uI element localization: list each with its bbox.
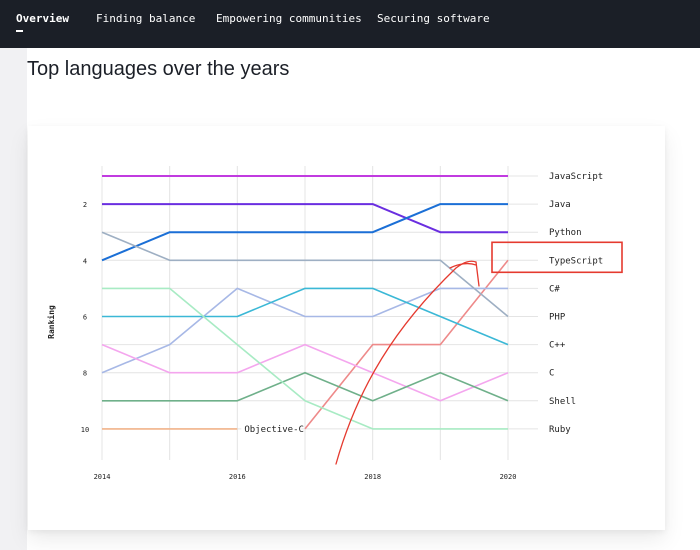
chart-lines	[101, 175, 509, 430]
highlight-box	[491, 241, 623, 274]
series-label-shell: Shell	[549, 397, 576, 407]
y-tick-label-4: 4	[83, 257, 87, 265]
annotation-objective-c: Objective-C	[244, 425, 304, 435]
series-label-c-: C++	[549, 341, 566, 351]
series-label-c: C	[549, 369, 554, 379]
y-tick-label-8: 8	[83, 370, 87, 378]
chart-grid	[101, 166, 538, 460]
nav-tab-overview[interactable]: Overview	[16, 12, 69, 25]
nav-active-indicator	[16, 30, 23, 32]
series-line-ruby	[102, 287, 508, 430]
series-label-javascript: JavaScript	[549, 172, 603, 182]
series-line-php	[101, 231, 509, 318]
y-tick-label-10: 10	[81, 426, 89, 434]
series-line-c-	[102, 287, 509, 346]
series-line-c	[101, 343, 509, 402]
highlight-arrow	[335, 260, 477, 465]
top-navigation: Overview Finding balance Empowering comm…	[0, 0, 700, 48]
series-label-c-: C#	[549, 284, 560, 294]
series-label-typescript: TypeScript	[549, 256, 603, 266]
chart-annotations: Objective-C	[241, 241, 623, 465]
series-label-ruby: Ruby	[549, 425, 571, 435]
x-tick-label-2020: 2020	[500, 473, 517, 481]
x-tick-label-2018: 2018	[364, 473, 381, 481]
nav-tab-empowering-communities[interactable]: Empowering communities	[216, 12, 362, 25]
series-line-shell	[102, 371, 509, 402]
ranking-line-chart: Ranking 2 4 6 8 10 2014 2016 2018 2020 JavaScript P…	[46, 166, 623, 481]
highlight-arrow-head	[449, 261, 480, 287]
series-label-python: Python	[549, 228, 582, 238]
nav-tab-securing-software[interactable]: Securing software	[377, 12, 490, 25]
chart-labels: Ranking 2 4 6 8 10 2014 2016 2018 2020 JavaScript P…	[46, 172, 603, 481]
page-title: Top languages over the years	[27, 58, 290, 80]
x-tick-label-2016: 2016	[229, 473, 246, 481]
series-line-python	[102, 203, 508, 234]
series-label-php: PHP	[549, 313, 566, 323]
chart-card: Ranking 2 4 6 8 10 2014 2016 2018 2020 JavaScript P…	[28, 126, 665, 530]
series-line-java	[101, 203, 508, 262]
y-axis-title: Ranking	[46, 305, 56, 339]
nav-tab-finding-balance[interactable]: Finding balance	[96, 12, 196, 25]
y-tick-label-6: 6	[83, 314, 87, 322]
annotation-bg-objective-c	[241, 421, 302, 436]
x-tick-label-2014: 2014	[94, 473, 111, 481]
series-label-java: Java	[549, 200, 571, 210]
y-tick-label-2: 2	[83, 201, 87, 209]
series-line-c-	[101, 287, 508, 374]
